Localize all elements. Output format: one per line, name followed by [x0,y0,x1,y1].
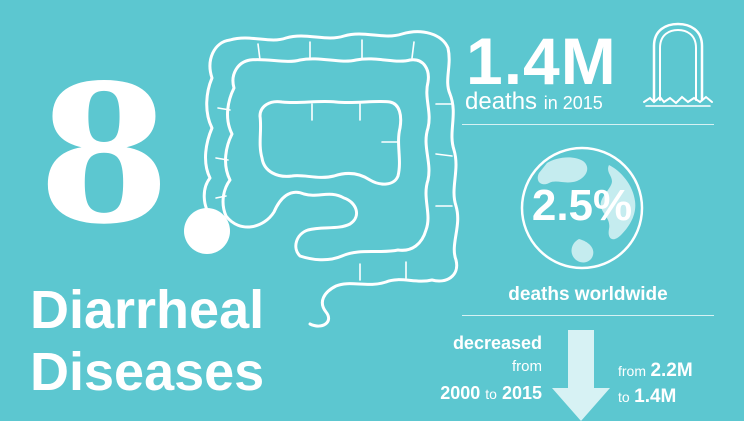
trend-line-3: 2000 to 2015 [342,384,542,402]
deaths-label: deaths [465,88,538,115]
change-end-value: 1.4M [634,386,677,407]
trend-line-2: from [512,358,542,375]
down-arrow-icon [552,330,610,421]
globe-icon [520,146,644,270]
change-start-value: 2.2M [650,360,693,381]
trend-start-year: 2000 [440,383,481,403]
trend-end-year: 2015 [501,383,542,403]
change-from-word: from [618,363,646,379]
change-to-line: to 1.4M [618,387,676,406]
title-line-2: Diseases [30,342,265,402]
change-from-line: from 2.2M [618,361,693,380]
change-to-word: to [618,389,630,405]
trend-line-1: decreased [452,333,542,353]
rank-dot [184,208,230,254]
deaths-value: 1.4M [466,24,617,98]
share-label: deaths worldwide [508,284,668,305]
rank-number: 8 [38,43,171,266]
section-divider [462,315,714,316]
title-line-1: Diarrheal [30,280,265,340]
section-divider [462,124,714,125]
deaths-label-group: deaths in 2015 [465,90,603,114]
share-value: 2.5% [531,181,633,230]
intestine-icon [202,30,460,328]
tombstone-icon [643,22,713,107]
deaths-period: in 2015 [543,93,603,113]
trend-to-word: to [485,386,497,402]
